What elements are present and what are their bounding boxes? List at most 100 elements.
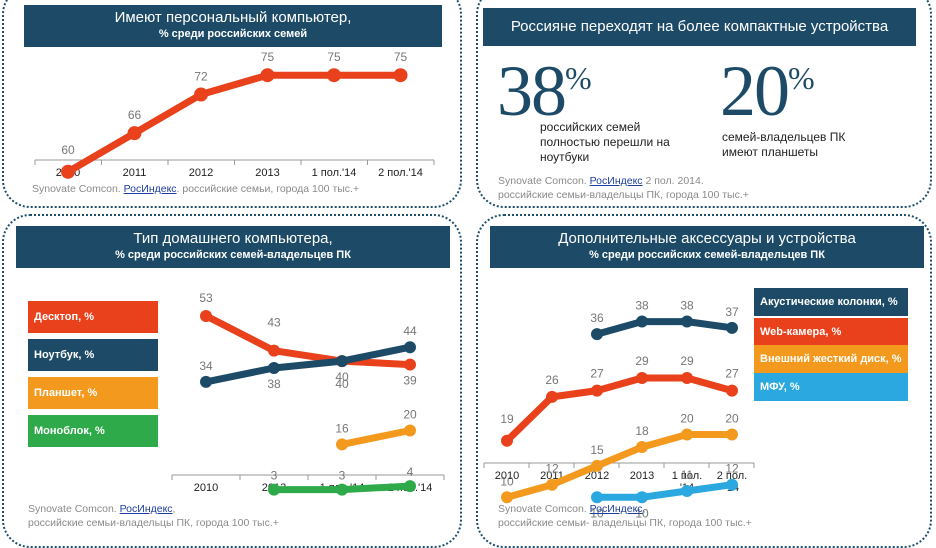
panel4-title: Дополнительные аксессуары и устройства <box>558 230 856 247</box>
c3-data-label-3-2: 3 <box>339 469 346 483</box>
c1-point-0-3 <box>260 68 275 83</box>
panel3-source-link[interactable]: РосИндекс <box>119 503 173 515</box>
panel1-source-link[interactable]: РосИндекс <box>123 183 177 195</box>
c4-point-1-2 <box>591 384 603 397</box>
c4-data-label-3-4: 11 <box>681 468 694 482</box>
c1-point-0-1 <box>127 126 142 141</box>
panel4-source: Synovate Comcon. РосИндекс, российские с… <box>498 503 752 529</box>
panel2-source: Synovate Comcon. РосИндекс 2 пол. 2014. … <box>498 175 749 201</box>
c4-data-label-2-1: 12 <box>545 462 559 476</box>
c3-point-3-3 <box>404 480 416 493</box>
c1-data-label-0-0: 60 <box>61 143 75 157</box>
c4-data-label-1-1: 26 <box>545 373 559 387</box>
legend-tablet: Планшет, % <box>28 377 158 409</box>
panel-pc-ownership <box>2 0 462 208</box>
stat-laptops-caption: российских семей полностью перешли на но… <box>540 120 670 164</box>
c4-point-2-5 <box>726 428 738 441</box>
c4-point-3-5 <box>726 478 738 491</box>
c4-data-label-3-5: 12 <box>725 462 739 476</box>
c3-data-label-1-3: 44 <box>403 324 417 338</box>
c4-point-1-0 <box>501 434 513 447</box>
c4-series-line-0 <box>593 318 736 338</box>
c4-data-label-2-3: 18 <box>635 424 649 438</box>
c3-series-line-2 <box>338 427 414 448</box>
panel3-subtitle: % среди российских семей-владельцев ПК <box>115 249 351 261</box>
panel4-subtitle: % среди российских семей-владельцев ПК <box>589 249 825 261</box>
c4-series-line-1 <box>503 374 736 445</box>
c3-point-1-2 <box>336 355 348 368</box>
c1-series-line-0 <box>64 71 404 176</box>
panel1-subtitle: % среди российских семей <box>158 28 308 40</box>
c3-data-label-0-2: 40 <box>335 377 349 391</box>
c4-point-2-4 <box>681 428 693 441</box>
legend-webcam: Web-камера, % <box>754 318 908 346</box>
c4-point-0-3 <box>636 315 648 328</box>
c4-x-tick-label: 1 пол. <box>672 470 702 482</box>
c4-point-3-2 <box>591 491 603 504</box>
c4-data-label-2-4: 20 <box>680 412 694 426</box>
c4-point-1-3 <box>636 372 648 385</box>
panel2-title: Россияне переходят на более компактные у… <box>510 18 889 35</box>
legend-mfp: МФУ, % <box>754 373 908 401</box>
c4-point-2-2 <box>591 459 603 472</box>
stat-tablets-caption: семей-владельцев ПК имеют планшеты <box>722 130 846 159</box>
panel-compact-devices <box>476 0 932 208</box>
c3-point-3-1 <box>268 483 280 496</box>
c4-x-tick-label: 2012 <box>585 470 609 482</box>
legend-desktop: Десктоп, % <box>28 301 158 333</box>
c4-point-1-1 <box>546 390 558 403</box>
panel3-source: Synovate Comcon. РосИндекс, российские с… <box>28 503 279 529</box>
panel2-header: Россияне переходят на более компактные у… <box>483 8 916 46</box>
c4-point-2-0 <box>501 491 513 504</box>
panel1-title: Имеют персональный компьютер, <box>114 9 352 26</box>
c4-point-2-1 <box>546 478 558 491</box>
c3-point-2-3 <box>404 424 416 437</box>
c4-data-label-0-2: 36 <box>590 311 604 325</box>
c1-x-tick-label: 2013 <box>255 167 279 179</box>
panel3-line-chart: 201020131 пол.'142 пол.'1453434039343840… <box>171 291 445 496</box>
c1-x-tick-label: 1 пол.'14 <box>312 167 357 179</box>
c3-data-label-3-3: 4 <box>407 465 414 479</box>
c1-data-label-0-5: 75 <box>394 50 408 64</box>
stat-laptops-value: 38 <box>497 51 567 131</box>
stat-tablets-percent: % <box>788 60 815 96</box>
legend-speakers: Акустические колонки, % <box>754 288 908 316</box>
c4-data-label-1-2: 27 <box>590 367 604 381</box>
c3-data-label-2-3: 20 <box>403 408 417 422</box>
stat-laptops-percent: % <box>565 60 592 96</box>
legend-external-hdd: Внешний жесткий диск, % <box>754 345 908 373</box>
c1-point-0-4 <box>327 68 341 83</box>
c3-point-2-2 <box>336 438 348 451</box>
panel3-header: Тип домашнего компьютера, % среди россий… <box>16 226 450 268</box>
c3-data-label-0-1: 43 <box>267 316 281 330</box>
c1-x-tick-label: 2011 <box>123 167 147 179</box>
panel4-source-link[interactable]: РосИндекс <box>589 503 643 515</box>
panel1-header: Имеют персональный компьютер, % среди ро… <box>24 5 442 47</box>
c4-data-label-2-2: 15 <box>590 443 604 457</box>
c3-point-0-0 <box>200 309 212 322</box>
c1-point-0-5 <box>393 68 408 83</box>
panel3-title: Тип домашнего компьютера, <box>133 230 333 247</box>
c4-data-label-3-2: 10 <box>590 506 604 520</box>
c4-x-tick-label: 2010 <box>495 470 519 482</box>
c4-x-tick-label: 2013 <box>630 470 654 482</box>
c4-point-2-3 <box>636 441 648 454</box>
c4-series-line-3 <box>593 481 736 501</box>
panel2-source-link[interactable]: РосИндекс <box>589 175 643 187</box>
c1-x-tick-label: 2012 <box>189 167 213 179</box>
legend-laptop: Ноутбук, % <box>28 339 158 371</box>
c4-data-label-2-5: 20 <box>725 412 739 426</box>
c4-data-label-2-0: 10 <box>500 474 514 488</box>
c3-point-1-0 <box>200 375 212 388</box>
c4-data-label-1-0: 19 <box>500 412 514 426</box>
panel4-header: Дополнительные аксессуары и устройства %… <box>490 226 924 268</box>
c1-data-label-0-4: 75 <box>327 50 341 64</box>
c1-data-label-0-2: 72 <box>194 70 208 84</box>
c3-data-label-1-2: 40 <box>335 370 349 384</box>
c3-data-label-2-2: 16 <box>335 421 349 435</box>
c3-data-label-1-0: 34 <box>199 359 213 373</box>
c3-point-3-2 <box>336 483 348 496</box>
c3-point-1-1 <box>268 362 280 375</box>
